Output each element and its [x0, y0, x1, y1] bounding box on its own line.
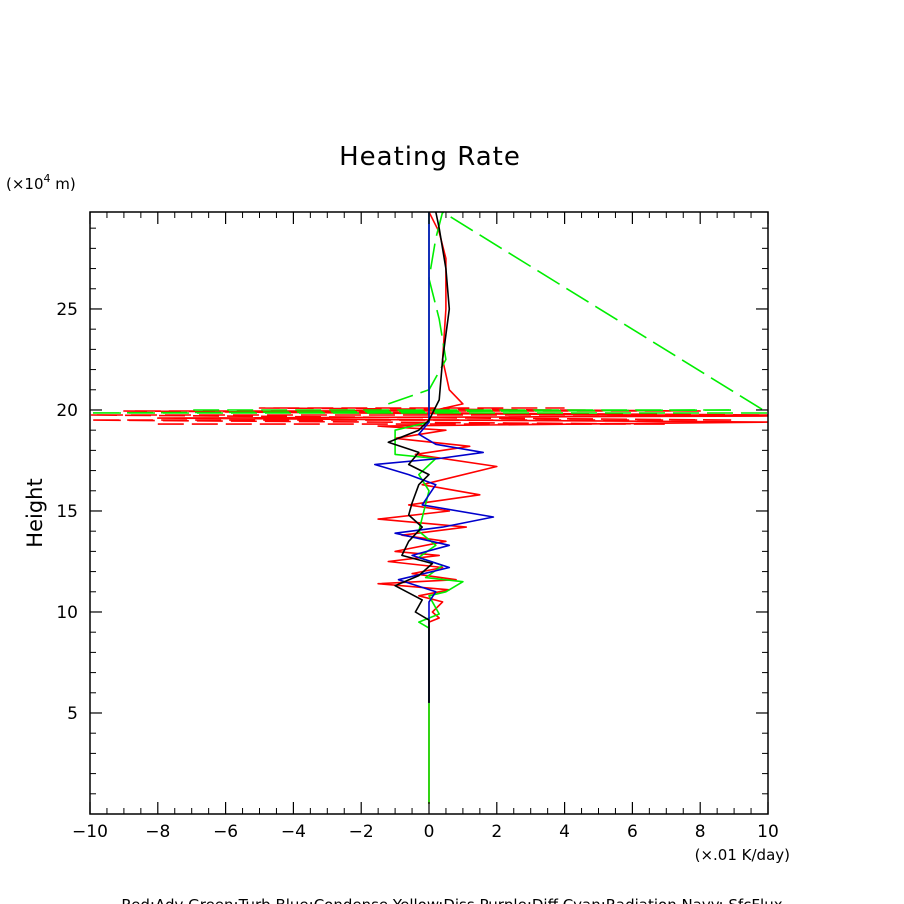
x-tick-label: −8 — [145, 822, 170, 842]
series-layer — [90, 212, 768, 804]
x-tick-label: 2 — [491, 822, 502, 842]
x-tick-label: 0 — [424, 822, 435, 842]
x-tick-label: −4 — [281, 822, 306, 842]
y-tick-label: 25 — [56, 300, 78, 320]
y-tick-label: 5 — [67, 704, 78, 724]
x-unit-label: (×.01 K/day) — [695, 846, 790, 864]
series-line-4 — [374, 212, 495, 703]
x-tick-label: 6 — [627, 822, 638, 842]
x-tick-label: 4 — [559, 822, 570, 842]
y-tick-label: 15 — [56, 502, 78, 522]
tick-layer: −10 −8 −6 −4 −2 0 2 4 6 8 10 5 10 15 20 25 — [56, 212, 779, 842]
y-tick-label: 20 — [56, 401, 78, 421]
x-tick-label: 8 — [695, 822, 706, 842]
y-axis-label: Height — [23, 478, 47, 547]
series-line-0 — [157, 212, 768, 804]
y-unit-label: (×104 m) — [6, 172, 76, 193]
x-tick-label: 10 — [757, 822, 779, 842]
legend-text: Red:Adv Green:Turb Blue:Condense Yellow:… — [121, 896, 782, 904]
y-tick-label: 10 — [56, 603, 78, 623]
series-line-3 — [90, 212, 768, 414]
chart-title: Heating Rate — [339, 142, 521, 172]
x-tick-label: −10 — [72, 822, 108, 842]
x-tick-label: −2 — [349, 822, 374, 842]
x-tick-label: −6 — [213, 822, 238, 842]
series-line-5 — [387, 212, 451, 703]
